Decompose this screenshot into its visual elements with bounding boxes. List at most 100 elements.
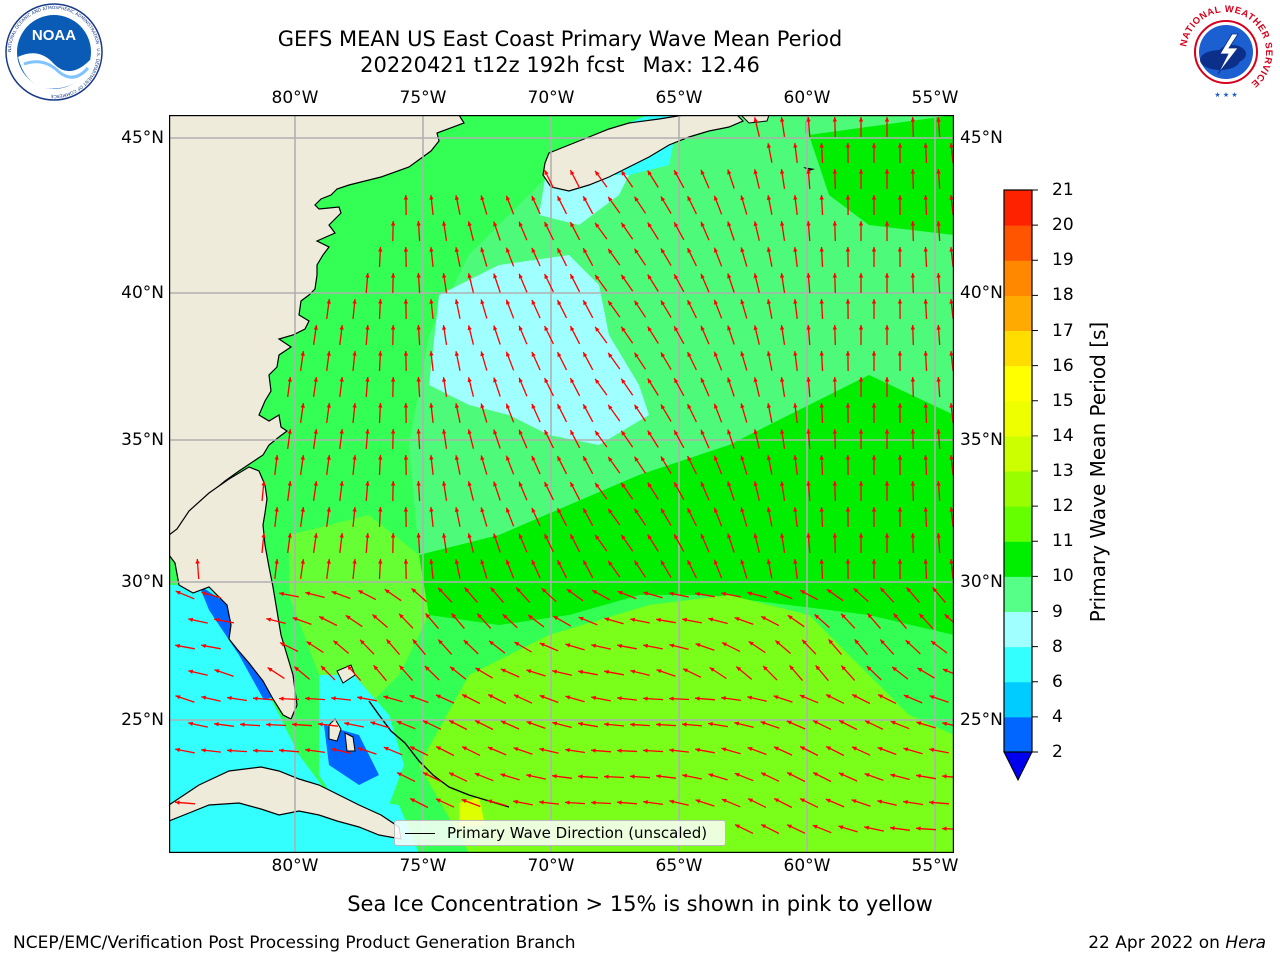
colorbar-band [1004,576,1032,613]
colorbar-band [1004,681,1032,718]
colorbar-tick-label: 14 [1052,425,1074,446]
wave-arrow [633,300,647,318]
wave-arrow [339,429,344,449]
wave-arrow [582,507,594,527]
wave-arrow [884,325,890,345]
wave-arrow [357,695,377,702]
wave-arrow [936,168,941,190]
wave-arrow [326,559,331,579]
wave-arrow [753,377,760,397]
wave-arrow [514,641,532,653]
wave-arrow [292,616,312,626]
wave-arrow [707,722,729,728]
lon-label-bottom: 65°W [655,856,703,876]
wave-arrow [591,643,611,650]
colorbar-tick-label: 2 [1052,742,1063,762]
wave-arrow [812,824,832,834]
wave-arrow [864,720,884,730]
wave-arrow [454,455,461,475]
wave-arrow [884,377,890,397]
wave-arrow [442,325,448,345]
wave-arrow [747,746,767,756]
colorbar-band [1004,506,1032,542]
wave-arrow [806,116,811,138]
wave-arrow [326,299,331,319]
wave-arrow [352,351,357,371]
wave-arrow [633,560,647,578]
wave-arrow [416,480,421,502]
lon-label-top: 70°W [527,88,575,108]
wave-arrow [556,195,568,215]
wave-arrow [299,351,305,371]
wave-arrow [858,273,864,293]
wave-arrow [312,377,318,397]
wave-arrow [673,429,685,449]
wave-arrow [564,800,586,805]
wave-arrow [518,429,528,449]
wave-arrow [403,454,409,476]
wave-arrow [673,169,685,189]
wave-arrow [582,559,594,579]
wave-arrow [928,800,950,805]
wave-arrow [890,773,910,781]
lat-label-left: 25°N [121,710,164,730]
lat-label-right: 45°N [960,128,1003,148]
wave-arrow [687,299,697,319]
land-us [169,115,465,557]
land-cuba [169,766,402,840]
wave-arrow [806,220,811,242]
wave-arrow [700,533,710,553]
max-value: Max: 12.46 [642,53,760,77]
wave-arrow [326,403,331,423]
wave-arrow [643,591,663,599]
wave-arrow [832,116,837,138]
wave-arrow [825,745,845,757]
wave-arrow [845,506,851,528]
wave-arrow [201,748,221,753]
wave-arrow [526,669,546,677]
wave-arrow [442,533,448,553]
wave-arrow [531,559,541,579]
wave-arrow [569,533,581,553]
wave-arrow [832,272,837,294]
wave-arrow [884,117,890,137]
wave-arrow [660,404,672,422]
colorbar-band [1004,646,1032,683]
wave-arrow [747,695,767,702]
wave-arrow [175,695,195,703]
wave-arrow [871,195,877,215]
map-plot [168,114,963,854]
wave-arrow [378,506,383,528]
wave-arrow [884,533,890,553]
wave-arrow [594,482,608,500]
wave-arrow [949,195,954,215]
wave-arrow [175,747,195,754]
wave-arrow [518,533,528,553]
wave-arrow [806,324,811,346]
wave-arrow [403,558,409,580]
wave-arrow [793,247,798,267]
wave-arrow [629,774,651,779]
wave-arrow [740,247,748,267]
colorbar-band [1004,541,1032,577]
wave-arrow [467,377,475,397]
wave-arrow [582,247,594,267]
wave-arrow [845,558,851,580]
wave-arrow [565,643,585,651]
wave-arrow [867,612,881,630]
wave-arrow [339,481,344,501]
wave-arrow [929,695,949,703]
wave-arrow [633,248,647,266]
wave-arrow [949,403,954,423]
wave-arrow [518,273,528,293]
wave-arrow [359,639,375,655]
wave-arrow [647,326,659,344]
wave-arrow [845,454,851,476]
wave-arrow [590,748,612,753]
wave-arrow [713,299,723,319]
wave-arrow [656,669,676,677]
wave-arrow [871,143,877,163]
wave-arrow [467,325,475,345]
wave-arrow [655,722,677,727]
wave-arrow [766,455,773,475]
